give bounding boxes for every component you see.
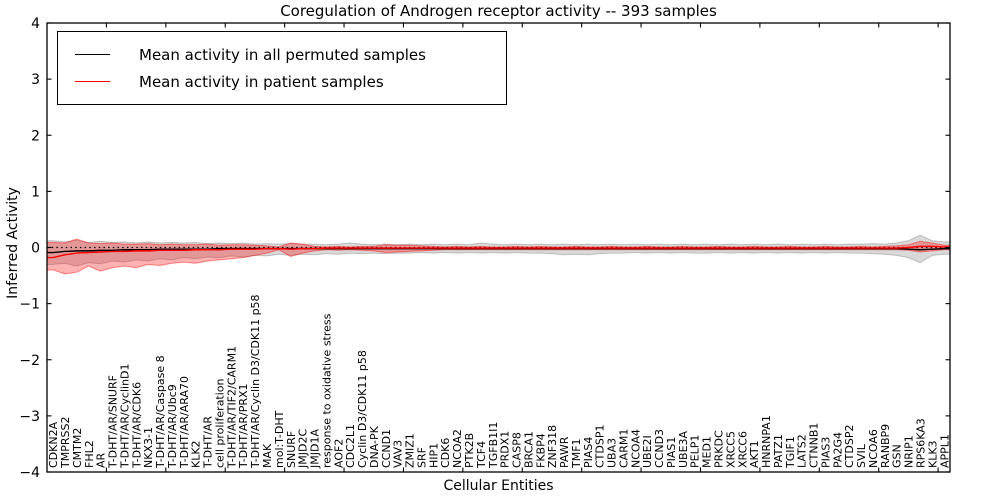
x-category-label: TGFB1I1 — [487, 422, 500, 469]
x-category-label: CASP8 — [511, 432, 524, 468]
x-category-label: ZNF318 — [546, 425, 559, 468]
x-category-label: FHL2 — [83, 440, 96, 468]
x-category-label: TMPRSS2 — [59, 417, 72, 469]
x-category-label: HNRNPA1 — [760, 415, 773, 468]
x-category-label: NCOA4 — [629, 429, 642, 468]
legend-entry: Mean activity in all permuted samples — [75, 41, 496, 68]
x-category-label: VAV3 — [392, 440, 405, 468]
x-category-label: Cyclin D3/CDK11 p58 — [356, 350, 369, 468]
x-category-label: NCOA6 — [867, 429, 880, 468]
x-category-label: ZMIZ1 — [404, 433, 417, 468]
x-category-label: RANBP9 — [879, 424, 892, 468]
x-category-label: PAWR — [558, 436, 571, 468]
x-category-label: LATS2 — [796, 434, 809, 468]
x-category-label: CTNNB1 — [808, 423, 821, 468]
x-category-label: JMJD2C — [297, 429, 310, 469]
x-category-label: TCF4 — [475, 441, 488, 469]
x-category-label: JMJD1A — [309, 429, 322, 469]
y-tick-label: 4 — [31, 16, 40, 32]
x-category-label: T-DHT/AR — [202, 416, 215, 469]
patient-line — [47, 245, 950, 259]
x-category-label: CMTM2 — [71, 428, 84, 468]
x-category-label: T-DHT/AR/CDK6 — [130, 382, 143, 469]
x-category-label: UBE3A — [677, 430, 690, 468]
x-category-label: CARM1 — [617, 429, 630, 468]
x-category-label: PTK2B — [463, 433, 476, 468]
x-category-label: mol:T-DHT — [273, 410, 286, 468]
x-axis-label: Cellular Entities — [443, 478, 554, 494]
x-category-label: SNURF — [285, 431, 298, 468]
x-category-label: PRDX1 — [499, 431, 512, 468]
x-category-label: T-DHT/AR/Ubc9 — [166, 384, 179, 469]
x-category-label: TGIF1 — [784, 436, 797, 469]
x-category-label: GSN — [891, 444, 904, 468]
legend-entry-label: Mean activity in all permuted samples — [139, 45, 426, 64]
legend: Mean activity in all permuted samples Me… — [57, 31, 507, 105]
x-category-label: CCND1 — [380, 429, 393, 468]
x-category-label: UBA3 — [606, 438, 619, 468]
legend-line-sample — [75, 81, 110, 82]
x-category-label: AKT1 — [748, 440, 761, 468]
x-category-label: XRCC6 — [736, 431, 749, 468]
y-tick-label: 0 — [31, 241, 40, 257]
x-category-label: KLK2 — [190, 440, 203, 468]
y-tick-label: −3 — [19, 409, 40, 425]
x-category-label: response to oxidative stress — [320, 313, 333, 468]
x-category-label: T-DHT/AR/PRX1 — [237, 383, 250, 469]
x-category-label: KLK3 — [926, 440, 939, 468]
x-category-label: PIAS4 — [582, 437, 595, 468]
x-category-label: cell proliferation — [213, 378, 226, 468]
x-category-label: AOF2 — [332, 439, 345, 468]
y-tick-label: −4 — [19, 465, 40, 481]
y-tick-label: 1 — [31, 184, 40, 200]
x-category-label: HIP1 — [427, 443, 440, 468]
legend-line-sample — [75, 54, 110, 55]
x-category-label: XRCC5 — [724, 431, 737, 468]
x-category-label: BRCA1 — [522, 431, 535, 468]
x-category-label: NKX3-1 — [142, 427, 155, 468]
y-tick-label: 2 — [31, 128, 40, 144]
x-category-label: RPS6KA3 — [914, 418, 927, 468]
x-category-label: SRF — [415, 447, 428, 468]
x-category-label: PIAS1 — [665, 437, 678, 468]
x-category-label: PIAS3 — [819, 437, 832, 468]
x-category-label: CTDSP2 — [843, 425, 856, 468]
x-category-label: SVIL — [855, 443, 868, 468]
x-category-label: PRKDC — [713, 430, 726, 468]
x-category-label: AR — [95, 452, 108, 468]
x-category-label: CCND3 — [653, 429, 666, 468]
x-category-label: CDK6 — [439, 438, 452, 468]
x-category-label: MAK — [261, 443, 274, 468]
legend-entry-label: Mean activity in patient samples — [139, 72, 384, 91]
x-category-label: CDC2L1 — [344, 424, 357, 468]
x-category-label: T-DHT/AR/SNURF — [107, 375, 120, 469]
legend-entry: Mean activity in patient samples — [75, 68, 496, 95]
x-category-label: T-DHT/AR/CyclinD1 — [118, 363, 131, 469]
x-category-label: T-DHT/AR/ARA70 — [178, 376, 191, 469]
x-category-label: FKBP4 — [534, 433, 547, 468]
y-tick-label: −1 — [19, 297, 40, 313]
y-tick-label: 3 — [31, 72, 40, 88]
x-category-label: PA2G4 — [831, 432, 844, 468]
x-category-label: UBE2I — [641, 435, 654, 468]
x-category-label: MED1 — [701, 436, 714, 468]
chart-title: Coregulation of Androgen receptor activi… — [280, 2, 717, 20]
x-category-label: TMF1 — [570, 438, 583, 469]
x-category-label: CDKN2A — [47, 421, 60, 468]
x-category-label: PATZ1 — [772, 434, 785, 468]
x-category-label: APPL1 — [938, 434, 951, 468]
x-category-label: DNA-PK — [368, 425, 381, 468]
x-category-label: PELP1 — [689, 435, 702, 468]
x-category-label: T-DHT/AR/Cyclin D3/CDK11 p58 — [249, 294, 262, 469]
x-category-label: T-DHT/AR/Caspase 8 — [154, 355, 167, 469]
x-category-label: T-DHT/AR/TIF2/CARM1 — [225, 346, 238, 469]
x-category-label: NCOA2 — [451, 429, 464, 468]
x-category-label: NRIP1 — [903, 435, 916, 468]
x-category-label: CTDSP1 — [594, 425, 607, 468]
y-tick-label: −2 — [19, 353, 40, 369]
